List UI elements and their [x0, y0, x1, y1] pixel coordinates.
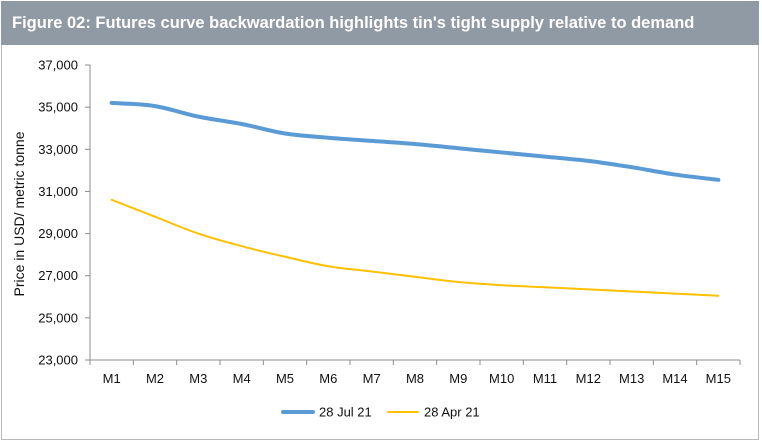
data-point	[110, 199, 113, 201]
data-point	[587, 288, 590, 291]
legend-label: 28 Apr 21	[424, 405, 480, 420]
data-point	[674, 292, 676, 295]
data-point	[414, 143, 416, 145]
data-point	[370, 270, 373, 273]
y-tick-label: 37,000	[38, 58, 78, 73]
data-point	[457, 281, 460, 283]
data-point	[327, 265, 330, 268]
x-tick-label: M13	[619, 371, 644, 386]
x-tick-label: M11	[533, 371, 557, 386]
x-tick-label: M8	[406, 371, 424, 386]
x-tick-label: M10	[489, 371, 514, 386]
data-point	[240, 245, 243, 248]
data-point	[544, 286, 546, 289]
data-point	[154, 105, 156, 107]
legend-label: 28 Jul 21	[319, 405, 372, 420]
data-point	[154, 215, 156, 218]
data-point	[414, 275, 416, 278]
legend: 28 Jul 21 28 Apr 21	[281, 405, 480, 420]
y-tick-label: 31,000	[38, 184, 78, 199]
y-axis-title: Price in USD/ metric tonne	[11, 131, 27, 296]
data-point	[457, 147, 460, 150]
y-tick-label: 35,000	[38, 100, 78, 115]
y-tick-label: 27,000	[38, 268, 78, 283]
x-tick-labels: M1 M2 M3 M4 M5 M6 M7 M8 M9 M10 M11 M12 M13 M14 M15	[103, 371, 731, 386]
data-point	[370, 140, 373, 142]
data-point	[110, 102, 113, 104]
data-point	[630, 166, 633, 168]
x-tick-label: M2	[146, 371, 164, 386]
data-point	[240, 123, 243, 125]
data-point	[717, 179, 720, 181]
data-point	[500, 151, 503, 154]
x-tick-label: M15	[706, 371, 731, 386]
x-tick-label: M5	[276, 371, 294, 386]
x-tick-label: M1	[103, 371, 121, 386]
data-point	[587, 160, 590, 162]
data-point	[197, 115, 200, 118]
y-tick-labels: 23,000 25,000 27,000 29,000 31,000 33,000 35,0…	[38, 58, 78, 368]
x-tick-label: M7	[363, 371, 381, 386]
x-tick-label: M14	[662, 371, 687, 386]
y-tick-label: 29,000	[38, 226, 78, 241]
data-point	[327, 136, 330, 139]
data-point	[544, 155, 546, 158]
data-point	[630, 290, 633, 293]
series-line-1	[109, 100, 721, 182]
x-tick-label: M6	[319, 371, 337, 386]
y-tick-label: 23,000	[38, 353, 78, 368]
data-point	[197, 232, 200, 235]
axes	[85, 64, 741, 365]
series-lines	[109, 100, 721, 297]
y-tick-label: 25,000	[38, 310, 78, 325]
x-tick-label: M3	[189, 371, 207, 386]
series-line-2	[110, 198, 720, 297]
data-point	[284, 132, 286, 135]
x-tick-label: M4	[233, 371, 251, 386]
x-tick-label: M12	[576, 371, 601, 386]
y-tick-label: 33,000	[38, 142, 78, 157]
data-point	[284, 255, 286, 258]
data-point	[674, 173, 676, 176]
data-point	[717, 294, 720, 297]
chart-title: Figure 02: Futures curve backwardation h…	[1, 1, 759, 45]
x-tick-label: M9	[449, 371, 467, 386]
data-point	[500, 284, 503, 286]
